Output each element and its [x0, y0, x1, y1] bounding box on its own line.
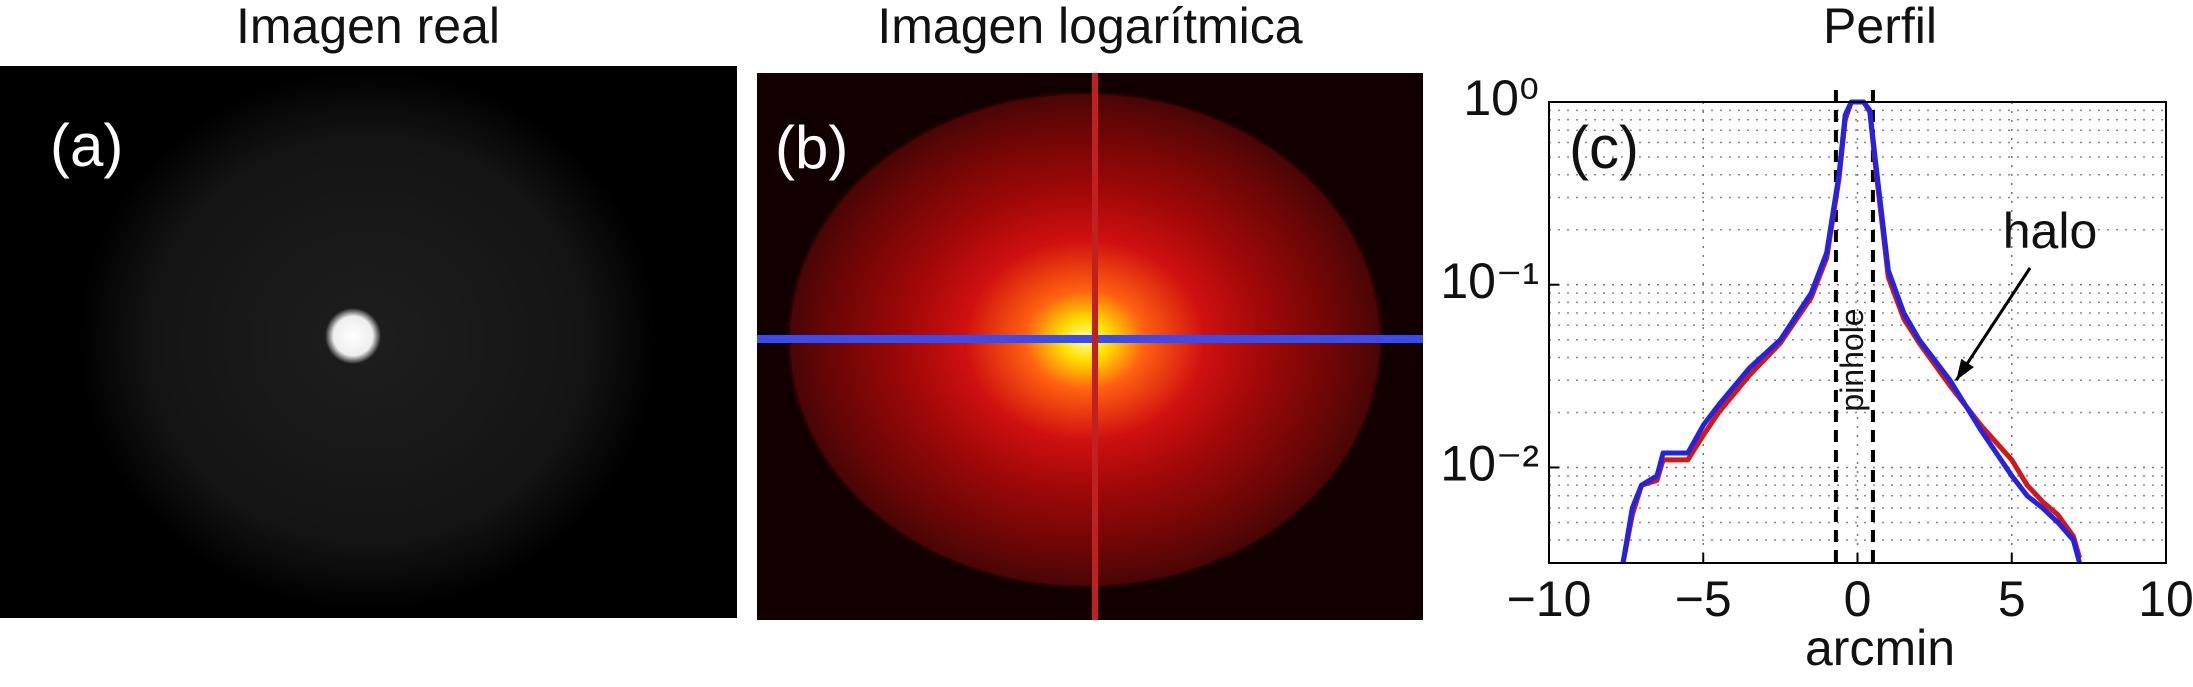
arrow-head [1956, 358, 1974, 381]
bright-spot [325, 308, 381, 364]
annotation-arrow [1954, 267, 2032, 382]
x-tick-label: 10 [2138, 571, 2193, 627]
plot-area [1549, 102, 2166, 563]
x-tick-label: −10 [1507, 571, 1592, 627]
y-tick-label: 10⁻² [1440, 436, 1539, 492]
x-tick-label: 5 [1998, 571, 2026, 627]
plot: −10 −5 0 5 10 10⁰ 10⁻¹ 10⁻² (c) halo pinhole [1440, 70, 2193, 627]
y-tick-label: 10⁰ [1463, 70, 1539, 126]
x-tick-label: −5 [1675, 571, 1732, 627]
y-tick-label: 10⁻¹ [1440, 253, 1539, 309]
panel-label: (a) [50, 112, 123, 179]
annotation: pinhole [1834, 308, 1870, 411]
plot-frame [1548, 101, 2167, 564]
panel-title: Imagen logarítmica [877, 0, 1302, 54]
annotation: halo [2003, 203, 2098, 259]
panel-title: Imagen real [236, 0, 500, 54]
chart-title: Perfil [1823, 0, 1937, 54]
panel-label: (b) [775, 114, 848, 181]
panel-label: (c) [1569, 114, 1639, 181]
x-tick-label: 0 [1844, 571, 1872, 627]
x-axis-label: arcmin [1805, 620, 1955, 676]
